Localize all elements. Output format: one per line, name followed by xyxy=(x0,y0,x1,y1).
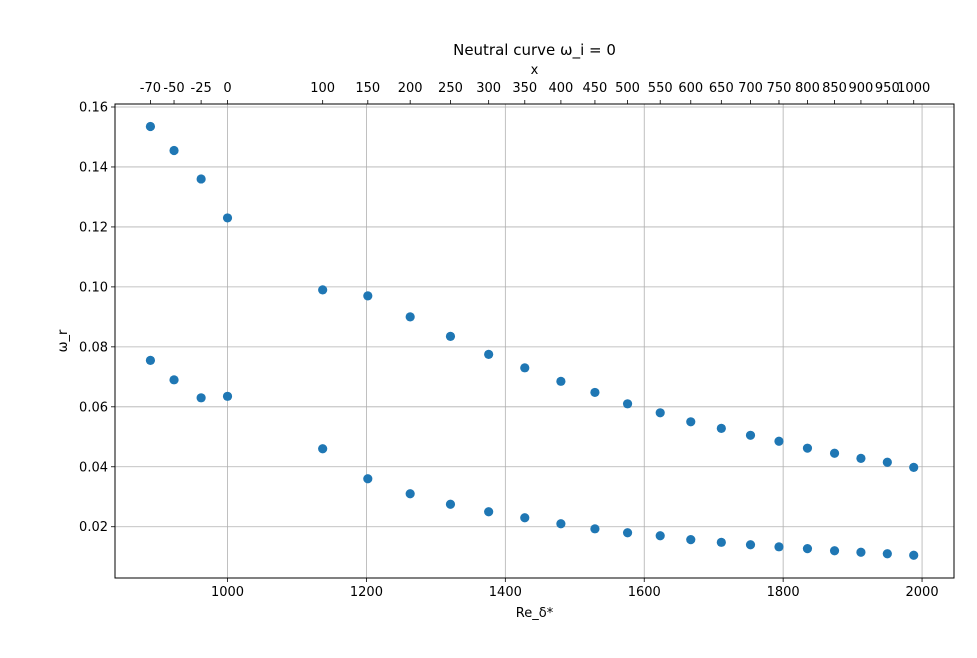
top-tick-label: 900 xyxy=(849,81,874,96)
top-tick-label: -70 xyxy=(140,81,161,96)
top-tick-label: -25 xyxy=(191,81,212,96)
data-point xyxy=(169,375,179,385)
top-tick-label: 650 xyxy=(709,81,734,96)
y-tick-label: 0.14 xyxy=(79,160,108,175)
data-point xyxy=(405,489,415,499)
top-tick-label: 300 xyxy=(476,81,501,96)
data-point xyxy=(590,524,600,534)
data-point xyxy=(745,430,756,440)
y-tick-label: 0.10 xyxy=(79,280,108,295)
y-tick-label: 0.08 xyxy=(79,340,108,355)
top-tick-label: 950 xyxy=(875,81,900,96)
data-point xyxy=(716,537,726,547)
chart-title: Neutral curve ω_i = 0 xyxy=(453,41,616,60)
plot-frame xyxy=(114,103,955,579)
data-point xyxy=(145,121,156,132)
data-point xyxy=(363,291,373,301)
data-point xyxy=(318,285,328,295)
data-point xyxy=(882,457,892,467)
data-point xyxy=(802,544,813,554)
y-tick-label: 0.12 xyxy=(79,220,108,235)
data-point xyxy=(520,513,530,523)
data-point xyxy=(318,444,328,454)
top-tick-label: 550 xyxy=(648,81,673,96)
x-axis-label: Re_δ* xyxy=(516,606,554,621)
data-point xyxy=(556,519,566,529)
y-axis: 0.02 0.04 0.06 0.08 0.10 0.12 0.14 0.16 xyxy=(79,100,115,535)
data-point xyxy=(556,376,566,386)
data-point xyxy=(622,399,633,409)
top-tick-label: 850 xyxy=(822,81,847,96)
x-tick-label: 1600 xyxy=(628,585,661,600)
data-point xyxy=(686,417,696,427)
x-tick-label: 2000 xyxy=(906,585,939,600)
bottom-x-axis: 1000 1200 1400 1600 1800 2000 xyxy=(211,578,939,600)
y-axis-label: ω_r xyxy=(56,329,71,352)
data-point xyxy=(405,312,415,322)
top-tick-label: 800 xyxy=(795,81,820,96)
x-tick-label: 1400 xyxy=(489,585,522,600)
data-point xyxy=(445,331,456,341)
data-point xyxy=(363,474,373,484)
data-point xyxy=(686,535,696,545)
top-tick-label: 1000 xyxy=(897,81,930,96)
top-tick-label: 600 xyxy=(678,81,703,96)
data-point xyxy=(145,355,156,365)
x-tick-label: 1800 xyxy=(767,585,800,600)
data-point xyxy=(909,550,919,560)
top-tick-label: -50 xyxy=(163,81,184,96)
x-tick-label: 1200 xyxy=(350,585,383,600)
data-point xyxy=(169,145,179,156)
y-tick-label: 0.02 xyxy=(79,520,108,535)
y-tick-label: 0.04 xyxy=(79,460,108,475)
data-point xyxy=(856,453,866,463)
data-point xyxy=(484,349,494,359)
top-tick-label: 0 xyxy=(223,81,231,96)
y-tick-label: 0.06 xyxy=(79,400,108,415)
top-tick-label: 700 xyxy=(738,81,763,96)
top-tick-label: 100 xyxy=(310,81,335,96)
top-x-axis-label: x xyxy=(531,63,539,78)
data-point xyxy=(655,531,665,541)
top-tick-label: 750 xyxy=(767,81,792,96)
data-point xyxy=(622,528,633,538)
data-point xyxy=(774,436,784,446)
data-point xyxy=(774,542,784,552)
top-tick-label: 350 xyxy=(512,81,537,96)
data-point xyxy=(222,213,233,223)
data-point xyxy=(829,448,840,458)
top-tick-label: 500 xyxy=(615,81,640,96)
top-tick-label: 150 xyxy=(355,81,380,96)
y-tick-label: 0.16 xyxy=(79,100,108,115)
data-point xyxy=(590,387,600,398)
data-point xyxy=(909,462,919,472)
top-x-axis: -70 -50 -25 0 100 150 200 250 300 350 400 450 500 550… xyxy=(140,81,930,104)
grid-lines xyxy=(115,104,954,578)
data-point xyxy=(829,546,840,556)
x-tick-label: 1000 xyxy=(211,585,244,600)
data-point xyxy=(222,391,233,401)
data-points xyxy=(145,121,919,560)
top-tick-label: 200 xyxy=(398,81,423,96)
data-point xyxy=(745,540,756,550)
top-tick-label: 450 xyxy=(583,81,608,96)
data-point xyxy=(484,507,494,517)
data-point xyxy=(802,443,813,453)
data-point xyxy=(196,174,206,184)
top-tick-label: 400 xyxy=(548,81,573,96)
data-point xyxy=(856,547,866,557)
data-point xyxy=(445,499,456,509)
data-point xyxy=(716,423,726,433)
data-point xyxy=(520,363,530,373)
data-point xyxy=(655,408,665,418)
top-tick-label: 250 xyxy=(438,81,463,96)
data-point xyxy=(196,393,206,403)
data-point xyxy=(882,549,892,559)
